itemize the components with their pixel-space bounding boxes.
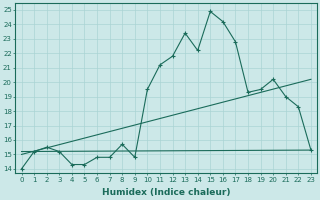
- X-axis label: Humidex (Indice chaleur): Humidex (Indice chaleur): [102, 188, 230, 197]
